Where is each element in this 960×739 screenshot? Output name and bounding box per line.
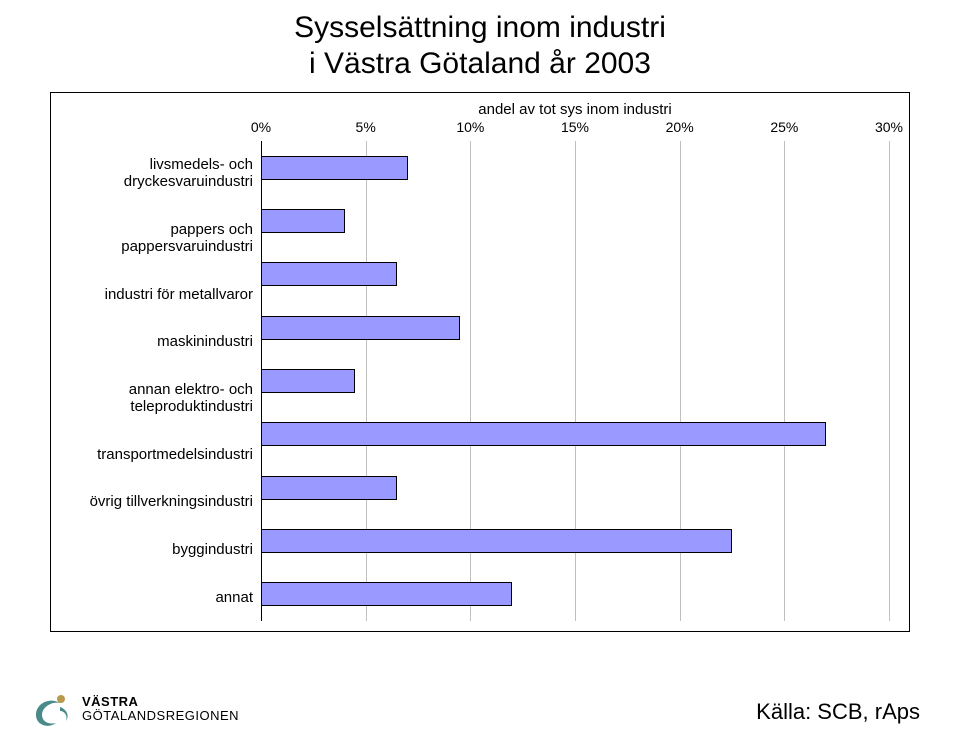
category-label: annat xyxy=(51,589,261,606)
category-label: transportmedelsindustri xyxy=(51,446,261,463)
logo-swirl-icon xyxy=(30,689,76,729)
logo-text: VÄSTRA GÖTALANDSREGIONEN xyxy=(82,695,239,722)
tick-label: 5% xyxy=(356,119,376,135)
tick-label: 0% xyxy=(251,119,271,135)
source-footer: Källa: SCB, rAps xyxy=(756,699,920,725)
bar xyxy=(261,476,397,500)
region-logo: VÄSTRA GÖTALANDSREGIONEN xyxy=(30,689,239,729)
gridline xyxy=(889,141,890,621)
bar xyxy=(261,316,460,340)
bar xyxy=(261,156,408,180)
bar xyxy=(261,262,397,286)
title-line-1: Sysselsättning inom industri xyxy=(40,10,920,46)
tick-label: 20% xyxy=(666,119,694,135)
tick-label: 30% xyxy=(875,119,903,135)
bar xyxy=(261,369,355,393)
category-label: pappers och pappersvaruindustri xyxy=(51,221,261,256)
tick-label: 10% xyxy=(456,119,484,135)
tick-label: 25% xyxy=(770,119,798,135)
bar-row xyxy=(261,262,889,286)
bars-container xyxy=(261,141,889,621)
bar-row xyxy=(261,369,889,393)
logo-line-2: GÖTALANDSREGIONEN xyxy=(82,709,239,723)
category-label: industri för metallvaror xyxy=(51,286,261,303)
category-label: byggindustri xyxy=(51,541,261,558)
bar xyxy=(261,209,345,233)
bar-row xyxy=(261,422,889,446)
bar xyxy=(261,529,732,553)
bar-row xyxy=(261,476,889,500)
bar xyxy=(261,422,826,446)
category-label: maskinindustri xyxy=(51,333,261,350)
category-label: övrig tillverkningsindustri xyxy=(51,493,261,510)
bar-row xyxy=(261,529,889,553)
bar-row xyxy=(261,156,889,180)
category-label: livsmedels- och dryckesvaruindustri xyxy=(51,156,261,191)
title-line-2: i Västra Götaland år 2003 xyxy=(40,46,920,82)
bar-row xyxy=(261,316,889,340)
bar xyxy=(261,582,512,606)
logo-line-1: VÄSTRA xyxy=(82,695,239,709)
tick-label: 15% xyxy=(561,119,589,135)
category-labels: livsmedels- och dryckesvaruindustri pappe… xyxy=(51,141,261,621)
bar-row xyxy=(261,582,889,606)
plot-area xyxy=(261,141,889,621)
axis-title: andel av tot sys inom industri xyxy=(261,101,889,118)
bar-row xyxy=(261,209,889,233)
chart-frame: andel av tot sys inom industri 0% 5% 10% 15… xyxy=(50,92,910,632)
x-axis: andel av tot sys inom industri 0%5%10%15… xyxy=(261,101,889,141)
category-label: annan elektro- och teleproduktindustri xyxy=(51,381,261,416)
chart-title: Sysselsättning inom industri i Västra Gö… xyxy=(40,10,920,82)
